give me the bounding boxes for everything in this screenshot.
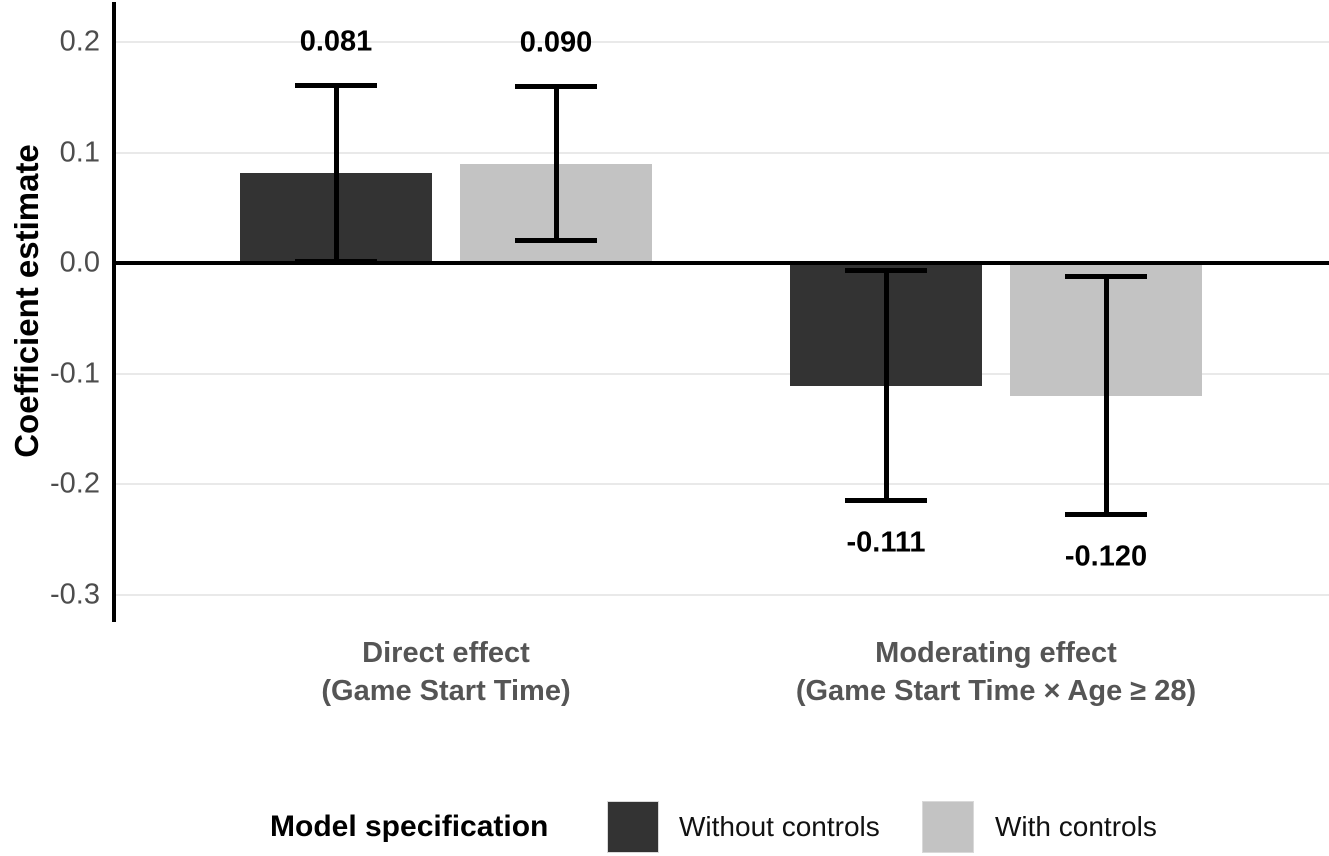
error-bar-cap-top: [845, 268, 927, 274]
y-tick-label: 0.2: [59, 25, 100, 58]
y-tick-label: -0.3: [50, 578, 100, 610]
error-bar-line: [883, 270, 889, 501]
bar-value-label: 0.090: [519, 26, 593, 59]
y-tick-label: 0.0: [59, 246, 100, 279]
legend-swatch: [922, 801, 974, 853]
error-bar-line: [553, 86, 559, 241]
error-bar-line: [333, 85, 339, 262]
bar-value-label: -0.111: [846, 526, 926, 559]
y-tick-label: -0.2: [50, 467, 100, 500]
gridline: [116, 483, 1329, 485]
error-bar-cap-bottom: [845, 498, 927, 504]
gridline: [116, 41, 1329, 43]
x-category-label-line: (Game Start Time): [321, 675, 571, 707]
legend-swatch: [607, 801, 659, 853]
error-bar-cap-bottom: [1065, 512, 1147, 518]
legend-item-label: Without controls: [679, 811, 880, 842]
x-category-label-line: Moderating effect: [875, 637, 1117, 669]
error-bar-cap-top: [1065, 273, 1147, 279]
x-category-label-line: Direct effect: [362, 637, 530, 669]
error-bar-cap-bottom: [515, 238, 597, 244]
error-bar-cap-top: [295, 82, 377, 88]
y-tick-label: 0.1: [59, 136, 100, 168]
gridline: [116, 151, 1329, 154]
gridline: [116, 593, 1329, 596]
y-axis-title: Coefficient estimate: [8, 144, 45, 458]
bar-value-label: 0.081: [299, 25, 373, 58]
gridline: [116, 372, 1329, 375]
y-tick-label: -0.1: [50, 357, 100, 389]
bar-value-label: -0.120: [1064, 540, 1148, 573]
error-bar-cap-top: [515, 83, 597, 89]
x-category-label-line: (Game Start Time × Age ≥ 28): [795, 675, 1197, 707]
legend-title: Model specification: [270, 810, 549, 843]
error-bar-cap-bottom: [295, 259, 377, 265]
error-bar-line: [1103, 276, 1109, 515]
y-axis-line: [112, 2, 116, 622]
x-category-label: Moderating effect (Game Start Time × Age …: [796, 634, 1196, 710]
zero-reference-line: [112, 261, 1329, 265]
legend-item-label: With controls: [995, 811, 1157, 842]
x-category-label: Direct effect (Game Start Time): [321, 634, 570, 710]
